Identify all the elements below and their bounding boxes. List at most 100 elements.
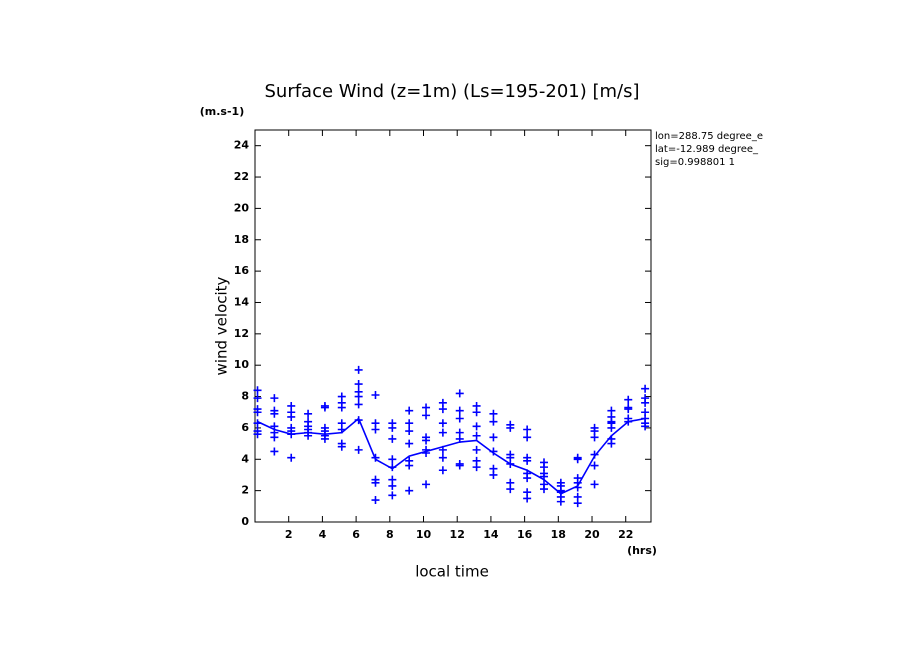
data-point: [354, 392, 363, 401]
data-point: [405, 406, 414, 415]
data-point: [489, 409, 498, 418]
y-tick-label: 16: [234, 264, 250, 277]
data-point: [607, 439, 616, 448]
y-tick-label: 14: [234, 295, 250, 308]
data-point: [573, 455, 582, 464]
data-point: [354, 365, 363, 374]
data-point: [455, 461, 464, 470]
data-point: [472, 408, 481, 417]
data-point: [405, 461, 414, 470]
data-point: [405, 427, 414, 436]
x-axis-label: local time: [415, 563, 489, 581]
x-tick-label: 4: [319, 528, 327, 541]
data-point: [354, 400, 363, 409]
data-point: [304, 409, 313, 418]
data-point: [455, 389, 464, 398]
data-point: [438, 405, 447, 414]
data-point: [489, 470, 498, 479]
data-point: [472, 422, 481, 431]
data-point: [287, 453, 296, 462]
x-tick-label: 22: [618, 528, 633, 541]
x-tick-label: 18: [551, 528, 566, 541]
data-point: [641, 384, 650, 393]
data-point: [472, 431, 481, 440]
x-tick-label: 14: [483, 528, 499, 541]
annotation: sig=0.998801 1: [655, 157, 735, 168]
data-point: [523, 474, 532, 483]
data-point: [523, 494, 532, 503]
data-point: [590, 433, 599, 442]
data-point: [337, 442, 346, 451]
data-point: [270, 433, 279, 442]
data-point: [438, 419, 447, 428]
x-unit: (hrs): [627, 544, 657, 557]
y-tick-label: 24: [234, 139, 250, 152]
data-point: [354, 380, 363, 389]
data-point: [320, 403, 329, 412]
data-point: [438, 428, 447, 437]
y-tick-label: 8: [241, 390, 249, 403]
y-tick-label: 22: [234, 170, 249, 183]
y-tick-label: 20: [234, 201, 250, 214]
y-tick-label: 2: [241, 484, 249, 497]
data-point: [287, 412, 296, 421]
data-point: [253, 408, 262, 417]
data-point: [320, 434, 329, 443]
plot-frame: [254, 129, 652, 523]
data-point: [506, 485, 515, 494]
data-point: [371, 478, 380, 487]
data-point: [556, 497, 565, 506]
y-tick-label: 18: [234, 233, 249, 246]
annotation: lon=288.75 degree_e: [655, 131, 763, 142]
data-point: [438, 453, 447, 462]
x-tick-label: 2: [285, 528, 293, 541]
data-point: [523, 425, 532, 434]
data-point: [253, 386, 262, 395]
data-point: [422, 411, 431, 420]
data-point: [590, 461, 599, 470]
data-point: [270, 447, 279, 456]
data-point: [590, 480, 599, 489]
data-point: [405, 486, 414, 495]
data-point: [455, 406, 464, 415]
data-point: [253, 430, 262, 439]
data-point: [270, 394, 279, 403]
line: [257, 417, 646, 495]
data-point: [388, 423, 397, 432]
data-point: [405, 439, 414, 448]
data-point: [371, 390, 380, 399]
data-point: [641, 398, 650, 407]
data-point: [624, 395, 633, 404]
chart-title: Surface Wind (z=1m) (Ls=195-201) [m/s]: [264, 81, 639, 102]
x-tick-label: 16: [517, 528, 533, 541]
data-point: [253, 394, 262, 403]
data-point: [388, 491, 397, 500]
data-point: [506, 423, 515, 432]
data-point: [489, 433, 498, 442]
data-point: [489, 417, 498, 426]
data-point: [422, 436, 431, 445]
data-point: [539, 485, 548, 494]
x-tick-label: 8: [386, 528, 394, 541]
data-point: [388, 455, 397, 464]
data-point: [607, 423, 616, 432]
y-tick-label: 0: [241, 515, 249, 528]
data-point: [641, 422, 650, 431]
y-tick-label: 6: [241, 421, 249, 434]
annotation: lat=-12.989 degree_: [655, 144, 759, 155]
y-tick-label: 12: [234, 327, 249, 340]
data-point: [438, 466, 447, 475]
data-point: [523, 433, 532, 442]
x-tick-label: 20: [584, 528, 600, 541]
data-point: [388, 481, 397, 490]
data-point: [371, 496, 380, 505]
data-point: [455, 414, 464, 423]
x-tick-label: 6: [352, 528, 360, 541]
data-point: [354, 445, 363, 454]
data-point: [270, 409, 279, 418]
data-point: [472, 463, 481, 472]
data-point: [405, 419, 414, 428]
data-point: [388, 434, 397, 443]
